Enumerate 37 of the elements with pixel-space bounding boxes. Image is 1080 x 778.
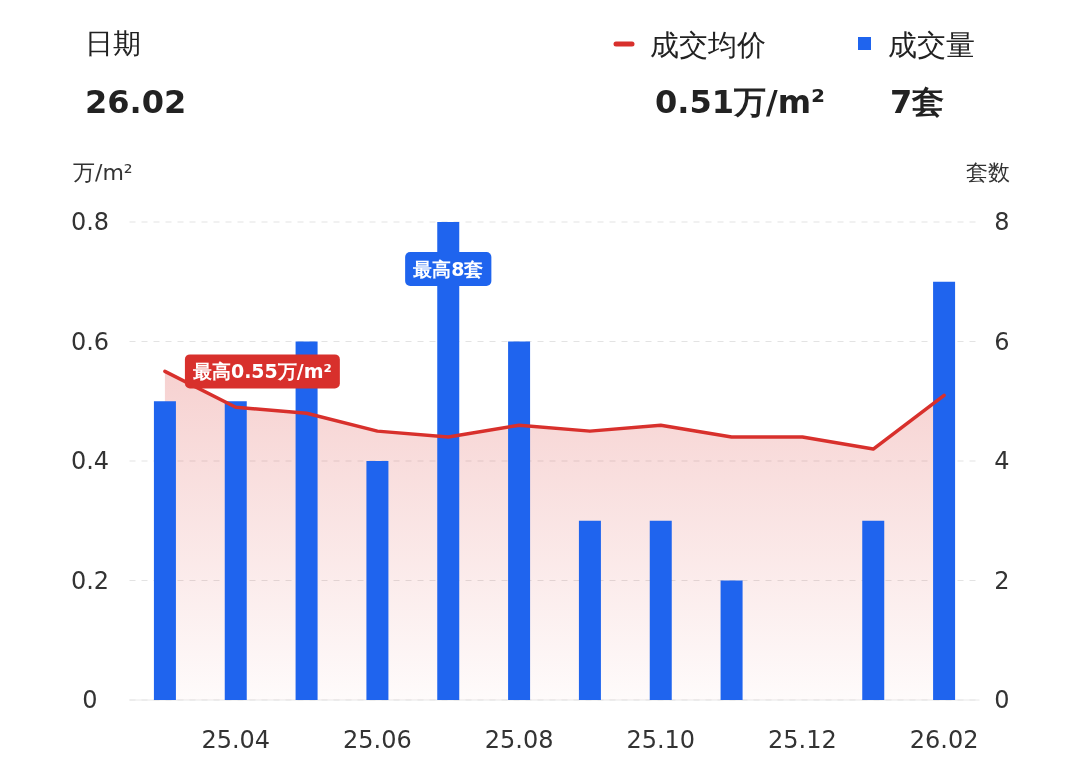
y-tick-label: 0.8 [70, 208, 110, 236]
y2-tick-label: 0 [994, 686, 1010, 714]
legend-label: 成交量 [888, 28, 975, 62]
bar [578, 520, 601, 700]
annotation: 最高8套 [412, 258, 484, 280]
x-tick-label: 25.10 [626, 726, 696, 754]
x-tick-label: 25.08 [484, 726, 554, 754]
y-axis-title: 万/m² [73, 160, 133, 185]
bar [224, 401, 247, 700]
x-tick-label: 26.02 [909, 726, 979, 754]
bar [508, 341, 531, 700]
bar [933, 281, 956, 700]
text: 日期 [85, 27, 141, 60]
y2-tick-label: 4 [994, 447, 1010, 475]
text: 7套 [890, 83, 945, 121]
y-tick-label: 0.4 [70, 447, 110, 475]
y-tick-label: 0 [82, 686, 98, 714]
y2-tick-label: 2 [994, 566, 1010, 595]
y-tick-label: 0.2 [70, 566, 110, 595]
y2-tick-label: 8 [994, 208, 1010, 236]
bar [649, 520, 672, 700]
bar [153, 401, 176, 700]
annotation: 最高0.55万/m² [191, 360, 332, 383]
bar [862, 520, 885, 700]
legend-label: 成交均价 [650, 28, 766, 62]
x-tick-label: 25.12 [768, 726, 837, 754]
x-tick-label: 25.04 [201, 726, 271, 754]
text: 0.51万/m² [655, 83, 825, 121]
annotation: 最高8套 [405, 252, 492, 286]
bar [366, 461, 389, 700]
y-tick-label: 0.6 [70, 327, 110, 356]
y2-axis-title: 套数 [966, 160, 1010, 185]
text: 26.02 [85, 83, 187, 121]
x-tick-label: 25.06 [343, 726, 412, 754]
bar [720, 580, 743, 700]
annotation: 最高0.55万/m² [184, 354, 340, 389]
y2-tick-label: 6 [994, 327, 1010, 356]
